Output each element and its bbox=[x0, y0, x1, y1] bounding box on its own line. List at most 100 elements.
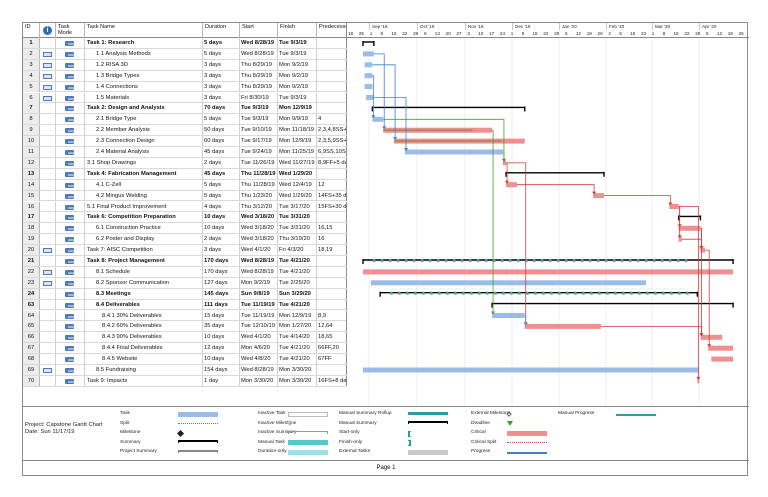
col-header-indicators[interactable]: i bbox=[40, 23, 56, 38]
task-name-cell[interactable]: Task 7: AISC Competition bbox=[85, 245, 203, 256]
duration-cell[interactable]: 50 days bbox=[203, 125, 240, 136]
task-name-cell[interactable]: 1.1 Analysis Methods bbox=[85, 48, 203, 59]
predecessors-cell[interactable] bbox=[317, 212, 347, 223]
predecessors-cell[interactable]: 2,3,4,8SS+5 days bbox=[318, 125, 347, 136]
table-row[interactable]: 7 Task 2: Design and Analysis 70 days Tue 9… bbox=[23, 103, 347, 115]
finish-cell[interactable]: Tue 4/21/20 bbox=[278, 266, 317, 277]
task-mode-cell[interactable] bbox=[56, 168, 85, 179]
predecessors-cell[interactable] bbox=[317, 103, 347, 114]
finish-cell[interactable]: Mon 9/9/19 bbox=[278, 114, 317, 125]
table-row[interactable]: 69 8.5 Fundraising 154 days Wed 8/28/19 Mon … bbox=[23, 365, 347, 376]
task-name-cell[interactable]: 3.1 Shop Drawings bbox=[85, 157, 203, 168]
finish-cell[interactable]: Tue 9/3/19 bbox=[278, 92, 317, 103]
table-row[interactable]: 8 2.1 Bridge Type 5 days Tue 9/3/19 Mon 9/9/… bbox=[23, 114, 347, 126]
predecessors-cell[interactable] bbox=[317, 59, 347, 70]
table-row[interactable]: 13 Task 4: Fabrication Management 45 days T… bbox=[23, 168, 347, 180]
duration-cell[interactable]: 45 days bbox=[203, 147, 240, 157]
table-row[interactable]: 63 8.4 Deliverables 111 days Tue 11/19/19 Tu… bbox=[23, 299, 347, 311]
predecessors-cell[interactable]: 8,9FF+5 days,11 bbox=[317, 157, 347, 168]
predecessors-cell[interactable]: 16FS+8 days bbox=[318, 375, 347, 386]
duration-cell[interactable]: 5 days bbox=[203, 190, 240, 201]
task-mode-cell[interactable] bbox=[56, 375, 85, 386]
duration-cell[interactable]: 3 days bbox=[203, 245, 240, 256]
duration-cell[interactable]: 2 days bbox=[203, 234, 240, 245]
start-cell[interactable]: Thu 3/12/20 bbox=[240, 201, 278, 212]
table-row[interactable]: 16 5.1 Final Product Improvement 4 days Thu… bbox=[23, 201, 347, 213]
task-name-cell[interactable]: 6.1 Construction Practice bbox=[85, 223, 203, 234]
task-name-cell[interactable]: 1.5 Materials bbox=[85, 92, 203, 103]
start-cell[interactable]: Sun 9/8/19 bbox=[240, 288, 278, 299]
start-cell[interactable]: Thu 8/29/19 bbox=[240, 70, 278, 81]
start-cell[interactable]: Wed 4/1/20 bbox=[240, 332, 278, 343]
task-mode-cell[interactable] bbox=[56, 125, 85, 136]
task-mode-cell[interactable] bbox=[56, 92, 85, 103]
task-name-cell[interactable]: 8.4.5 Website bbox=[85, 354, 203, 365]
duration-cell[interactable]: 10 days bbox=[203, 223, 240, 234]
start-cell[interactable]: Tue 9/10/19 bbox=[240, 125, 278, 136]
start-cell[interactable]: Wed 3/18/20 bbox=[240, 223, 278, 234]
predecessors-cell[interactable] bbox=[317, 277, 347, 288]
finish-cell[interactable]: Mon 3/30/20 bbox=[278, 375, 317, 386]
task-name-cell[interactable]: Task 9: Impacts bbox=[85, 375, 203, 386]
table-row[interactable]: 9 2.2 Member Analysis 50 days Tue 9/10/19 Mo… bbox=[23, 125, 347, 137]
duration-cell[interactable]: 1 day bbox=[203, 375, 240, 386]
finish-cell[interactable]: Tue 4/21/20 bbox=[278, 256, 317, 266]
predecessors-cell[interactable]: 8,9 bbox=[317, 310, 347, 321]
task-mode-cell[interactable] bbox=[56, 354, 85, 365]
table-row[interactable]: 10 2.3 Connection Design 60 days Tue 9/17/1… bbox=[23, 136, 347, 147]
duration-cell[interactable]: 70 days bbox=[203, 103, 240, 114]
finish-cell[interactable]: Tue 4/21/20 bbox=[278, 354, 317, 365]
finish-cell[interactable]: Mon 9/2/19 bbox=[278, 70, 317, 81]
table-row[interactable]: 11 2.4 Material Analysis 45 days Tue 9/24/1… bbox=[23, 147, 347, 158]
table-row[interactable]: 23 8.2 Sponsor Communication 127 days Mon 9… bbox=[23, 277, 347, 289]
task-mode-cell[interactable] bbox=[56, 299, 85, 310]
predecessors-cell[interactable]: 15FS+30 days bbox=[318, 201, 347, 212]
finish-cell[interactable]: Mon 12/9/19 bbox=[278, 136, 317, 147]
finish-cell[interactable]: Wed 11/27/19 bbox=[278, 157, 317, 168]
predecessors-cell[interactable] bbox=[317, 168, 347, 179]
start-cell[interactable]: Tue 9/3/19 bbox=[240, 114, 278, 125]
duration-cell[interactable]: 10 days bbox=[203, 354, 240, 365]
table-row[interactable]: 24 8.3 Meetings 145 days Sun 9/8/19 Sun 3/29… bbox=[23, 288, 347, 300]
start-cell[interactable]: Mon 9/2/19 bbox=[240, 277, 278, 288]
predecessors-cell[interactable]: 6,9SS,10SS+5 days bbox=[318, 147, 347, 157]
finish-cell[interactable]: Mon 12/9/19 bbox=[278, 103, 317, 114]
task-name-cell[interactable]: 8.1 Schedule bbox=[85, 266, 203, 277]
table-row[interactable]: 5 1.4 Connections 3 days Thu 8/29/19 Mon 9/2… bbox=[23, 81, 347, 93]
predecessors-cell[interactable] bbox=[317, 38, 347, 48]
predecessors-cell[interactable] bbox=[317, 48, 347, 59]
task-mode-cell[interactable] bbox=[56, 365, 85, 375]
task-name-cell[interactable]: 4.1 C-Zell bbox=[85, 179, 203, 190]
col-header-start[interactable]: Start bbox=[240, 23, 278, 38]
task-name-cell[interactable]: 8.3 Meetings bbox=[85, 288, 203, 299]
table-row[interactable]: 17 Task 6: Competition Preparation 10 days… bbox=[23, 212, 347, 224]
task-mode-cell[interactable] bbox=[56, 234, 85, 245]
duration-cell[interactable]: 12 days bbox=[203, 343, 240, 354]
duration-cell[interactable]: 60 days bbox=[203, 136, 240, 147]
finish-cell[interactable]: Wed 1/29/20 bbox=[278, 168, 317, 179]
start-cell[interactable]: Wed 3/18/20 bbox=[240, 212, 278, 223]
duration-cell[interactable]: 127 days bbox=[203, 277, 240, 288]
finish-cell[interactable]: Mon 11/18/19 bbox=[278, 125, 317, 136]
duration-cell[interactable]: 5 days bbox=[203, 48, 240, 59]
predecessors-cell[interactable] bbox=[317, 256, 347, 266]
predecessors-cell[interactable]: 2,3,5,9SS+5 days bbox=[318, 136, 347, 147]
start-cell[interactable]: Thu 1/23/20 bbox=[240, 190, 278, 201]
task-mode-cell[interactable] bbox=[56, 136, 85, 147]
predecessors-cell[interactable]: 12,64 bbox=[317, 321, 347, 332]
task-name-cell[interactable]: Task 6: Competition Preparation bbox=[85, 212, 203, 223]
task-mode-cell[interactable] bbox=[56, 310, 85, 321]
task-name-cell[interactable]: 2.2 Member Analysis bbox=[85, 125, 203, 136]
table-row[interactable]: 67 8.4.4 Final Deliverables 12 days Mon 4/6… bbox=[23, 343, 347, 355]
predecessors-cell[interactable] bbox=[317, 365, 347, 375]
table-row[interactable]: 1 Task 1: Research 5 days Wed 8/28/19 Tue 9/… bbox=[23, 38, 347, 49]
start-cell[interactable]: Wed 8/28/19 bbox=[240, 365, 278, 375]
duration-cell[interactable]: 154 days bbox=[203, 365, 240, 375]
task-mode-cell[interactable] bbox=[56, 321, 85, 332]
start-cell[interactable]: Fri 8/30/19 bbox=[240, 92, 278, 103]
start-cell[interactable]: Thu 8/29/19 bbox=[240, 59, 278, 70]
table-row[interactable]: 64 8.4.1 30% Deliverables 15 days Tue 11/19… bbox=[23, 310, 347, 322]
task-name-cell[interactable]: Task 4: Fabrication Management bbox=[85, 168, 203, 179]
start-cell[interactable]: Tue 11/26/19 bbox=[240, 157, 278, 168]
task-mode-cell[interactable] bbox=[56, 59, 85, 70]
